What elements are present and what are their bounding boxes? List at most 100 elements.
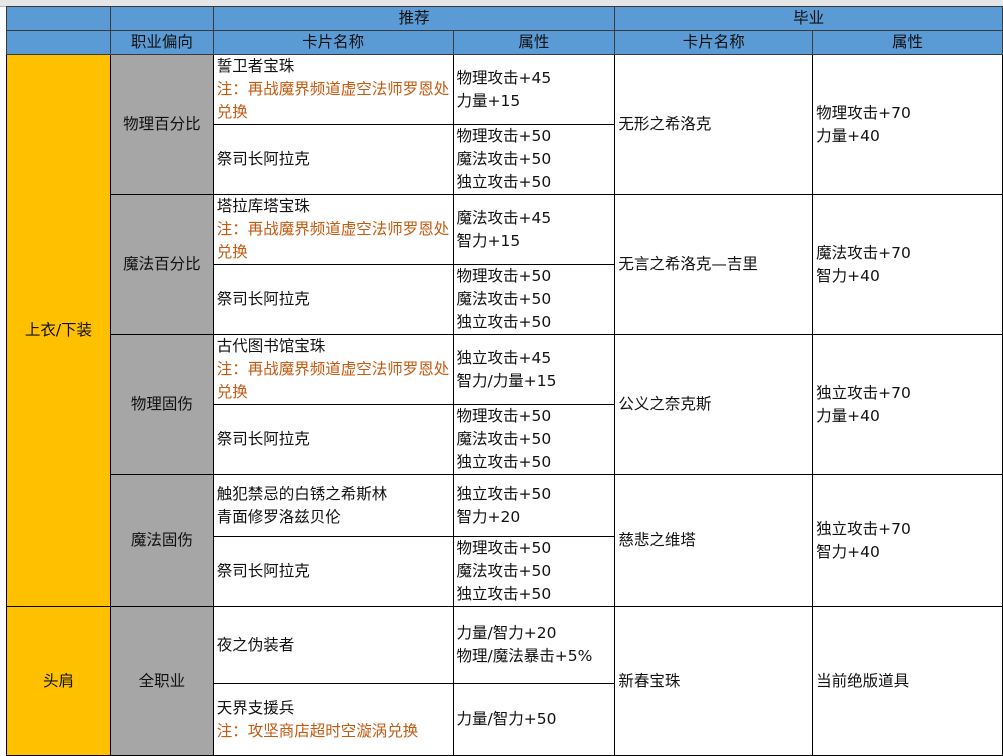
attribute-line: 独立攻击+50 [456, 585, 552, 603]
attribute-cell: 物理攻击+50 魔法攻击+50 独立攻击+50 [452, 404, 616, 475]
class-bias-cell: 物理百分比 [109, 54, 214, 195]
card-name-cell: 祭司长阿拉克 [212, 404, 454, 475]
card-name-cell: 天界支援兵注：攻坚商店超时空漩涡兑换 [212, 683, 454, 756]
grad-card-name-cell: 无形之希洛克 [614, 54, 814, 195]
table-row: 头肩 全职业 夜之伪装者 力量/智力+20 物理/魔法暴击+5% 新春宝珠 当前绝版道具 [6, 606, 1003, 756]
grad-card-name-cell: 无言之希洛克—吉里 [614, 194, 814, 335]
grad-attribute-line: 智力+40 [816, 542, 880, 561]
header-recommend: 推荐 [212, 6, 616, 31]
attribute-cell: 物理攻击+50 魔法攻击+50 独立攻击+50 [452, 536, 616, 607]
card-source-note: 注：再战魔界频道虚空法师罗恩处兑换 [216, 220, 450, 261]
card-source-note: 注：再战魔界频道虚空法师罗恩处兑换 [216, 80, 450, 121]
attribute-line: 独立攻击+50 [456, 173, 552, 191]
header-blank-b [109, 6, 214, 31]
table-row: 物理固伤 古代图书馆宝珠注：再战魔界频道虚空法师罗恩处兑换 独立攻击+45 智力/力量… [7, 334, 1003, 475]
attribute-line: 力量/智力+20 [456, 624, 557, 642]
attribute-line: 物理攻击+50 [456, 267, 552, 285]
attribute-line: 物理攻击+50 [456, 127, 552, 145]
grad-card-name-cell: 慈悲之维塔 [614, 474, 814, 607]
card-name: 古代图书馆宝珠 [216, 337, 326, 355]
grad-attribute-line: 当前绝版道具 [816, 671, 910, 690]
grad-attribute-line: 力量+40 [816, 126, 880, 145]
card-name: 祭司长阿拉克 [216, 150, 310, 168]
header-graduate: 毕业 [614, 6, 1003, 31]
attribute-line: 独立攻击+50 [456, 453, 552, 471]
header-row-columns: 职业偏向 卡片名称 属性 卡片名称 属性 [6, 30, 1003, 55]
attribute-line: 魔法攻击+50 [456, 430, 552, 448]
class-bias-cell: 物理固伤 [109, 334, 214, 475]
grad-attribute-line: 独立攻击+70 [816, 383, 911, 402]
card-name-cell: 夜之伪装者 [212, 606, 454, 684]
table-row: 魔法固伤 触犯禁忌的白锈之希斯林 青面修罗洛兹贝伦 独立攻击+50 智力+20 慈悲之维塔… [7, 474, 1003, 607]
table-row: 祭司长阿拉克 物理攻击+50 魔法攻击+50 独立攻击+50 [7, 124, 1003, 195]
card-name-alt: 青面修罗洛兹贝伦 [216, 507, 341, 526]
table-row: 魔法百分比 塔拉库塔宝珠 注：再战魔界频道虚空法师罗恩处兑换 魔法攻击+45 智力+15… [7, 194, 1003, 335]
attribute-line: 物理攻击+50 [456, 539, 552, 557]
card-name-cell: 触犯禁忌的白锈之希斯林 青面修罗洛兹贝伦 [212, 474, 454, 537]
table-row: 天界支援兵 注：攻坚商店超时空漩涡兑换 力量/智力+50 [7, 683, 1003, 756]
card-name: 天界支援兵 [216, 698, 295, 717]
grad-attribute-line: 智力+40 [816, 266, 880, 285]
attribute-cell: 物理攻击+50 魔法攻击+50 独立攻击+50 [452, 124, 616, 195]
grad-attribute-cell: 当前绝版道具 [812, 606, 1003, 756]
attribute-line: 智力+20 [456, 507, 521, 526]
grad-card-name-cell: 公义之奈克斯 [614, 334, 814, 475]
grad-card-name-cell: 新春宝珠 [614, 606, 814, 756]
attribute-line: 魔法攻击+50 [456, 290, 552, 308]
class-bias-cell: 魔法固伤 [109, 474, 214, 607]
attribute-cell: 力量/智力+20 物理/魔法暴击+5% [452, 606, 616, 684]
class-bias-cell: 全职业 [109, 606, 214, 756]
category-cell: 上衣/下装 [6, 54, 111, 607]
card-table: 推荐 毕业 职业偏向 卡片名称 属性 卡片名称 属性 上衣/下装 物理百分比 誓卫者… [6, 6, 1003, 756]
attribute-line: 魔法攻击+45 [456, 208, 552, 227]
attribute-line: 智力/力量+15 [456, 371, 557, 390]
header-attribute: 属性 [452, 30, 616, 55]
attribute-cell: 独立攻击+45 智力/力量+15 [452, 334, 616, 405]
card-name-cell: 祭司长阿拉克 [212, 264, 454, 335]
card-name: 誓卫者宝珠 [216, 57, 295, 75]
attribute-cell: 独立攻击+50 智力+20 [452, 474, 616, 537]
card-name: 祭司长阿拉克 [216, 290, 310, 308]
table-row: 上衣/下装 物理百分比 誓卫者宝珠 注：再战魔界频道虚空法师罗恩处兑换 物理攻击+45 力… [6, 54, 1003, 607]
table-row: 祭司长阿拉克 物理攻击+50 魔法攻击+50 独立攻击+50 [7, 536, 1003, 607]
card-name-cell: 塔拉库塔宝珠 注：再战魔界频道虚空法师罗恩处兑换 [212, 194, 454, 265]
grad-attribute-cell: 物理攻击+70 力量+40 [812, 54, 1003, 195]
card-name: 祭司长阿拉克 [216, 562, 310, 580]
header-grad-card-name: 卡片名称 [614, 30, 814, 55]
grad-attribute-line: 魔法攻击+70 [816, 243, 911, 262]
card-source-note: 注：攻坚商店超时空漩涡兑换 [216, 721, 419, 740]
grad-attribute-line: 物理攻击+70 [816, 103, 911, 122]
attribute-line: 物理攻击+50 [456, 407, 552, 425]
header-grad-attribute: 属性 [812, 30, 1003, 55]
attribute-cell: 魔法攻击+45 智力+15 [452, 194, 616, 265]
attribute-line: 独立攻击+50 [456, 313, 552, 331]
category-cell: 头肩 [6, 606, 111, 756]
card-source-note: 注：再战魔界频道虚空法师罗恩处兑换 [216, 360, 450, 401]
attribute-line: 力量+15 [456, 91, 521, 110]
grad-attribute-cell: 独立攻击+70 智力+40 [812, 474, 1003, 607]
card-name-cell: 誓卫者宝珠注：再战魔界频道虚空法师罗恩处兑换 [212, 54, 454, 125]
table-row: 祭司长阿拉克 物理攻击+50 魔法攻击+50 独立攻击+50 [7, 404, 1003, 475]
attribute-cell: 物理攻击+45 力量+15 [452, 54, 616, 125]
attribute-cell: 物理攻击+50 魔法攻击+50 独立攻击+50 [452, 264, 616, 335]
card-name: 祭司长阿拉克 [216, 430, 310, 448]
class-bias-cell: 魔法百分比 [109, 194, 214, 335]
attribute-line: 魔法攻击+50 [456, 562, 552, 580]
attribute-line: 独立攻击+50 [456, 484, 552, 503]
grad-attribute-cell: 魔法攻击+70 智力+40 [812, 194, 1003, 335]
attribute-cell: 力量/智力+50 [452, 683, 616, 756]
card-name: 夜之伪装者 [216, 635, 295, 654]
grad-attribute-line: 独立攻击+70 [816, 519, 911, 538]
header-row-group: 推荐 毕业 [6, 6, 1003, 31]
header-blank-c [6, 30, 111, 55]
grad-attribute-cell: 独立攻击+70 力量+40 [812, 334, 1003, 475]
card-name-cell: 祭司长阿拉克 [212, 536, 454, 607]
attribute-line: 独立攻击+45 [456, 348, 552, 367]
header-blank-a [6, 6, 111, 31]
attribute-line: 力量/智力+50 [456, 710, 557, 728]
attribute-line: 魔法攻击+50 [456, 150, 552, 168]
attribute-line: 物理攻击+45 [456, 68, 552, 87]
card-name-cell: 祭司长阿拉克 [212, 124, 454, 195]
grad-attribute-line: 力量+40 [816, 406, 880, 425]
attribute-line: 智力+15 [456, 231, 521, 250]
